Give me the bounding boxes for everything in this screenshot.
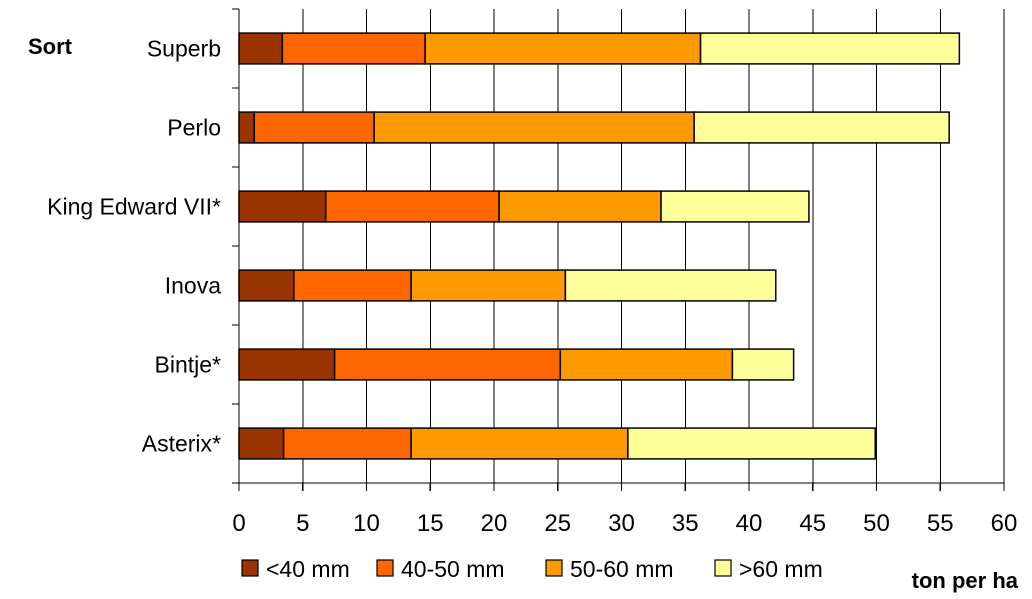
category-label: Bintje* [155,352,222,378]
legend: <40 mm 40-50 mm 50-60 mm >60 mm [241,556,823,582]
x-tick-label: 15 [417,510,444,537]
bar-segment [498,190,662,223]
x-axis-title: ton per ha [912,568,1019,593]
bar-segment [238,269,295,302]
category-label: Inova [165,273,221,299]
bar-segment [660,190,810,223]
bar-segment [333,348,562,381]
gridlines [302,9,1005,483]
legend-label: 40-50 mm [401,556,505,582]
bar-segment [282,427,412,460]
axes [232,8,1005,491]
bar-segment [410,269,567,302]
category-label: Asterix* [142,431,221,457]
bar-segment [238,32,284,65]
legend-label: 50-60 mm [570,556,674,582]
x-tick-label: 55 [927,510,954,537]
legend-swatch [545,559,563,577]
legend-label: >60 mm [739,556,823,582]
category-label: Perlo [167,115,221,141]
bar-segment [559,348,734,381]
bar-segment [281,32,426,65]
x-tick-label: 30 [608,510,635,537]
x-tick-label: 5 [296,510,309,537]
bar-segment [693,111,950,144]
bars [238,32,961,460]
legend-swatch [376,559,394,577]
x-tick-label: 10 [353,510,380,537]
x-tick-label: 25 [544,510,571,537]
bar-segment [564,269,777,302]
bar-segment [627,427,876,460]
legend-swatch [714,559,732,577]
legend-swatch [241,559,259,577]
x-tick-label: 40 [736,510,763,537]
bar-segment [293,269,412,302]
category-label: King Edward VII* [47,194,221,220]
bar-segment [238,348,336,381]
bar-segment [699,32,961,65]
bar-segment [731,348,795,381]
bar-segment [238,190,327,223]
x-tick-label: 0 [232,510,245,537]
x-tick-label: 45 [799,510,826,537]
x-tick-label: 50 [863,510,890,537]
labels: 0 5 10 15 20 25 30 35 40 45 50 55 60 Superb Perlo King … [47,36,1017,538]
bar-segment [324,190,500,223]
bar-segment [373,111,695,144]
x-tick-label: 60 [991,510,1018,537]
category-label: Superb [147,36,221,62]
x-tick-label: 20 [481,510,508,537]
bar-segment [253,111,375,144]
legend-label: <40 mm [266,556,350,582]
x-tick-label: 35 [672,510,699,537]
bar-segment [238,111,256,144]
bar-segment [410,427,629,460]
bar-segment [238,427,285,460]
bar-segment [424,32,702,65]
y-axis-title: Sort [28,34,73,59]
